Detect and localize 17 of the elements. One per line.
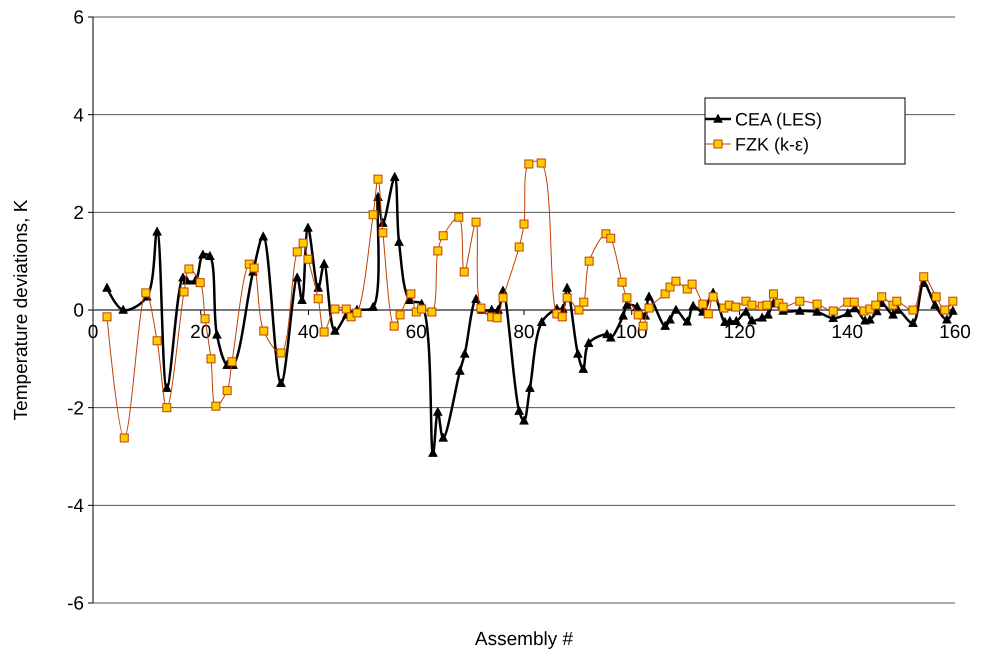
y-tick-label: -4 [67, 496, 84, 517]
x-tick-label: 140 [831, 322, 864, 343]
y-tick-label: 6 [73, 8, 84, 29]
legend-label: CEA (LES) [735, 109, 822, 130]
x-axis-title: Assembly # [474, 629, 574, 650]
y-axis-title: Temperature deviations, K [11, 199, 32, 420]
x-tick-label: 80 [513, 322, 535, 343]
y-tick-label: 0 [73, 300, 84, 322]
x-tick-label: 40 [298, 322, 320, 343]
y-tick-label: -6 [67, 594, 84, 615]
x-tick-label: 160 [939, 322, 971, 343]
legend-label: FZK (k-ε) [735, 134, 810, 154]
y-tick-label: 2 [73, 202, 84, 224]
x-tick-label: 120 [724, 322, 756, 343]
y-tick-label: 4 [73, 105, 84, 126]
x-tick-label: 60 [406, 322, 427, 343]
y-tick-label: -2 [67, 398, 84, 420]
